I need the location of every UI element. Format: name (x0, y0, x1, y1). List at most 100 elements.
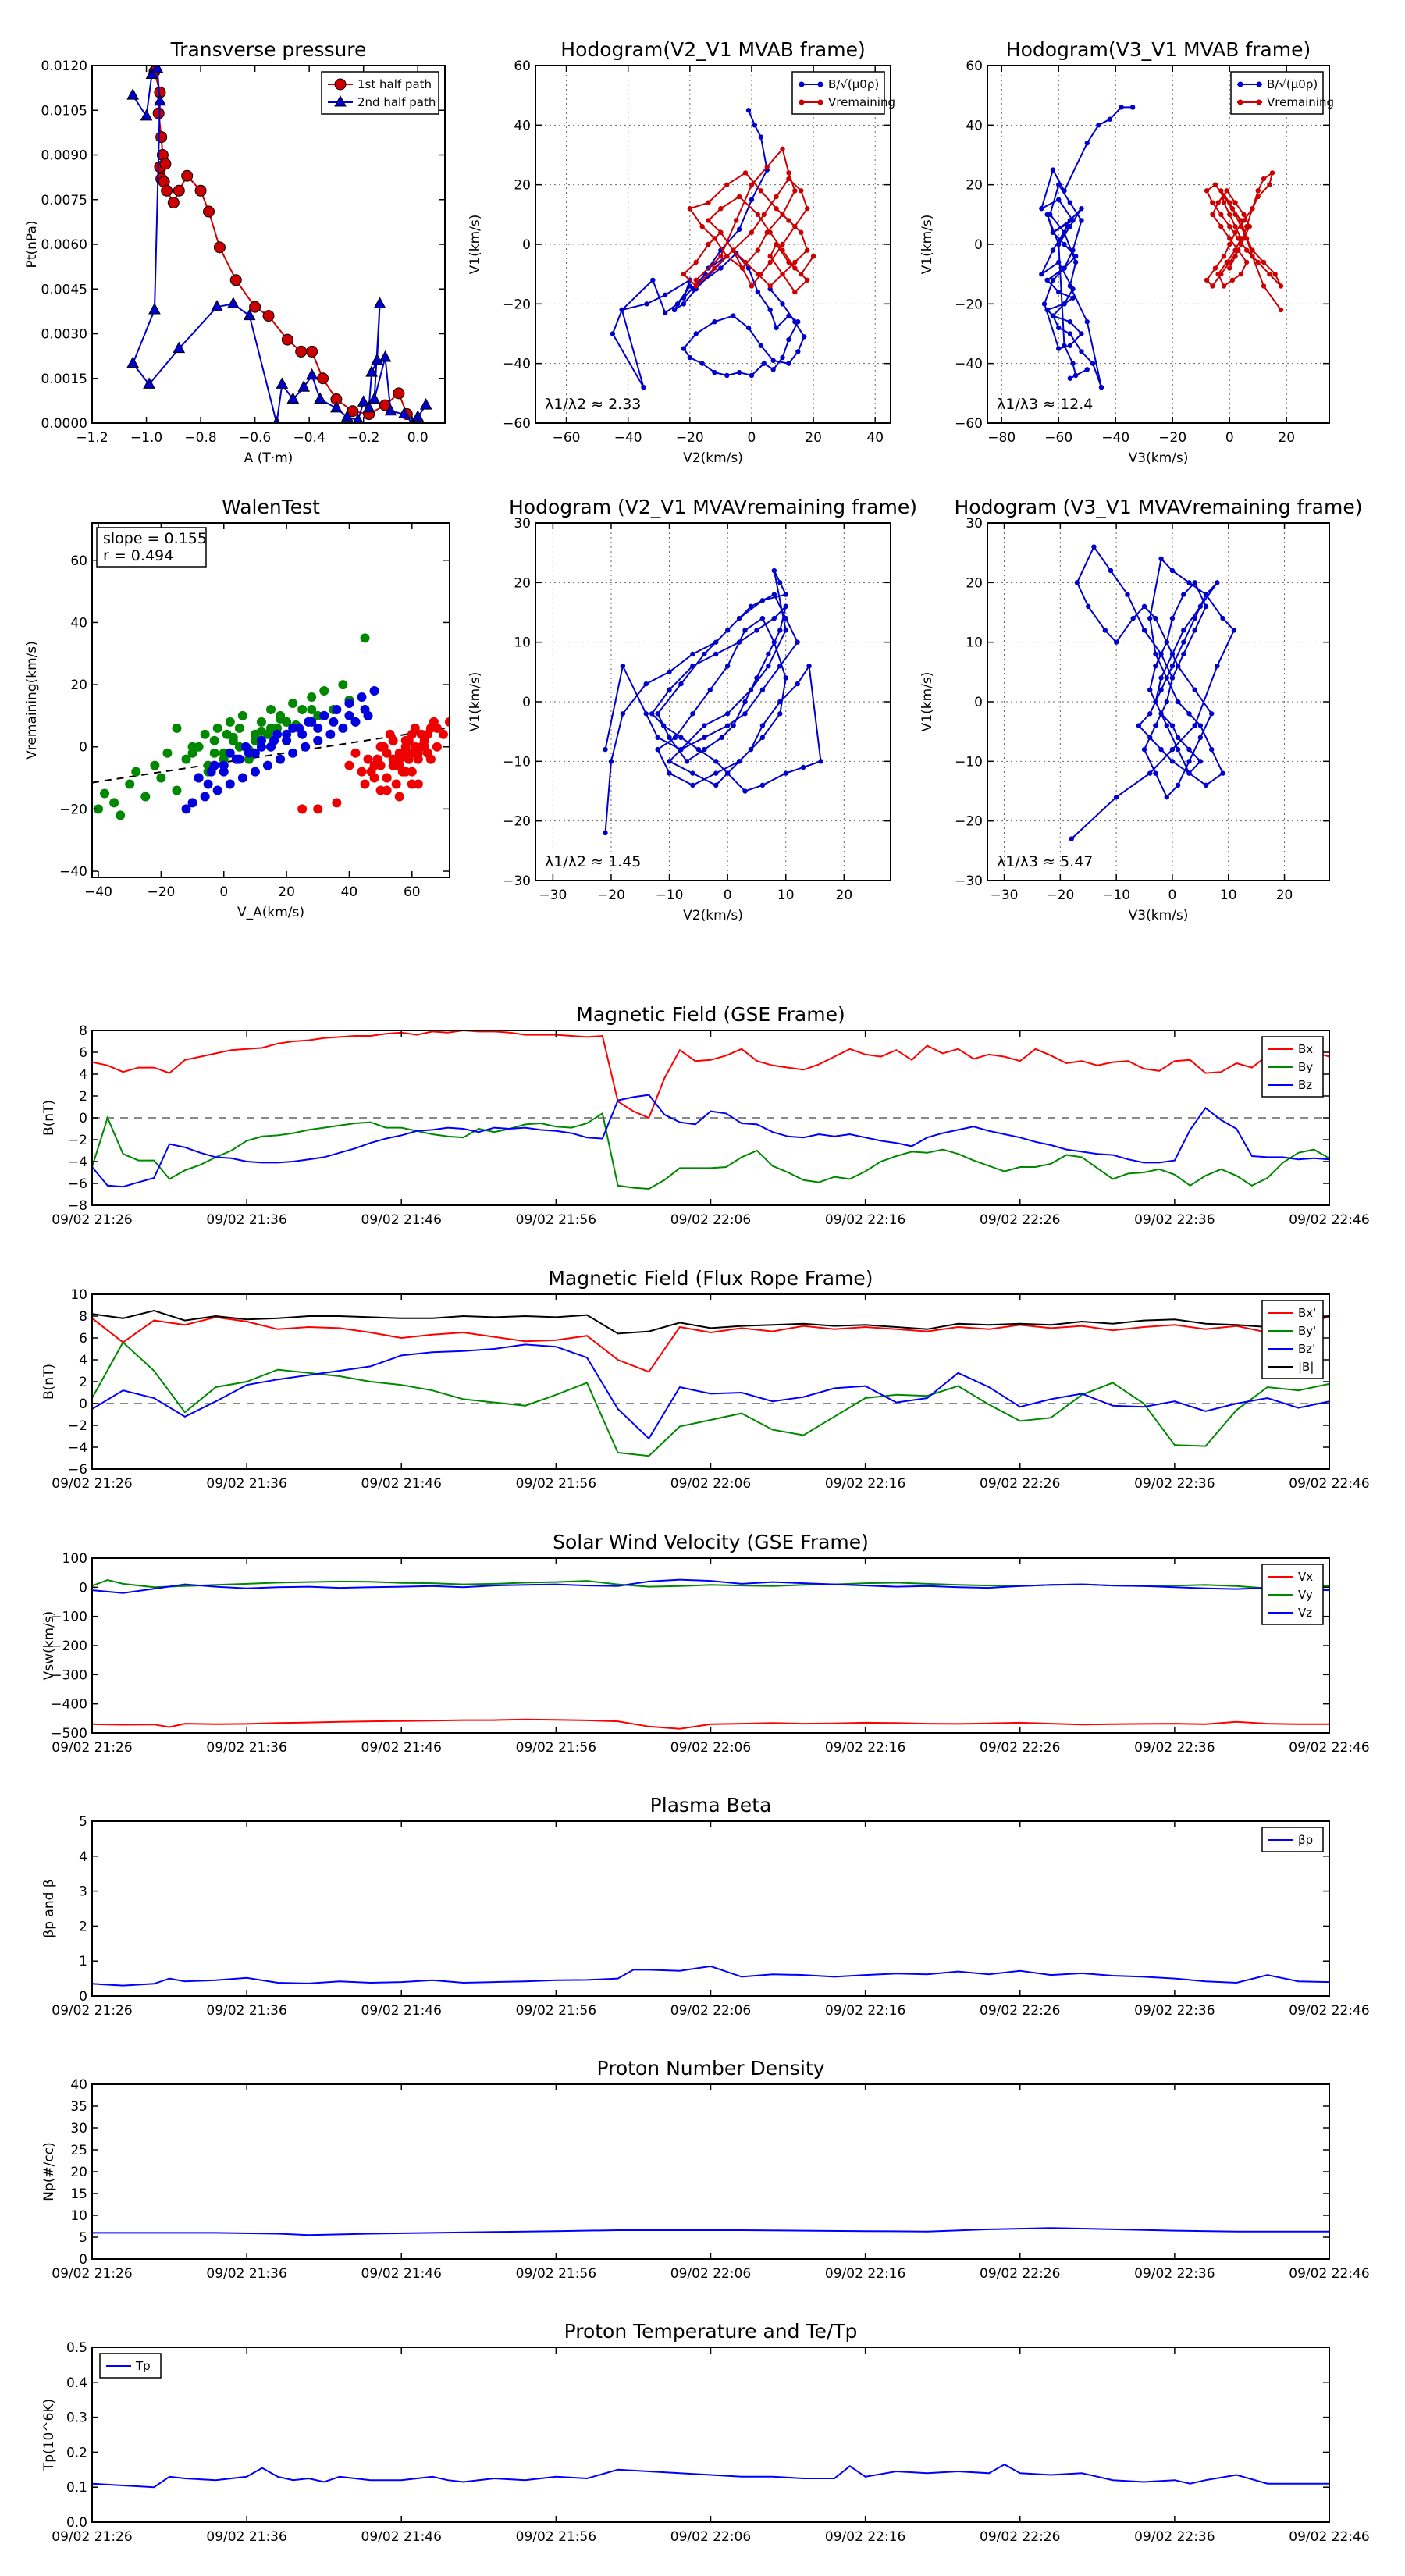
data-point (140, 792, 151, 802)
data-point (802, 334, 807, 340)
y-tick-label: 20 (966, 575, 983, 591)
legend-label: Vremaining (1267, 95, 1334, 109)
data-point (1164, 675, 1169, 681)
data-point (1048, 212, 1053, 218)
data-point (237, 773, 247, 783)
data-point (1107, 116, 1113, 122)
data-point (1175, 782, 1181, 788)
data-point (693, 283, 699, 289)
y-tick-label: 40 (966, 118, 983, 133)
data-point (786, 336, 791, 343)
data-point (1067, 218, 1073, 223)
data-point (799, 271, 804, 277)
data-point (662, 310, 668, 315)
x-tick-label: 40 (341, 884, 358, 900)
data-point (369, 686, 379, 696)
series-line-Bx (92, 1030, 1329, 1119)
data-point (256, 717, 266, 727)
x-tick-label: 09/02 22:36 (1134, 1476, 1215, 1492)
x-tick-label: 09/02 22:26 (980, 2266, 1060, 2282)
data-point (167, 197, 180, 209)
data-point (1221, 283, 1227, 289)
data-point (225, 748, 235, 758)
data-point (1158, 675, 1164, 681)
data-point (786, 259, 791, 265)
y-tick-label: 0 (79, 1397, 87, 1412)
data-point (620, 664, 626, 669)
x-tick-label: 09/02 21:26 (52, 1212, 132, 1228)
x-tick-label: 20 (1278, 430, 1295, 446)
data-point (786, 176, 791, 182)
data-point (1141, 746, 1147, 753)
legend-box (791, 71, 885, 115)
data-point (1243, 259, 1250, 265)
data-point (181, 754, 191, 764)
data-point (713, 770, 719, 776)
data-point (319, 710, 329, 720)
data-point (786, 218, 791, 223)
data-point (161, 184, 173, 197)
data-point (780, 271, 785, 277)
y-tick-label: 5 (79, 1814, 87, 1830)
data-point (1158, 556, 1164, 561)
data-point (276, 377, 289, 389)
y-tick-label: 10 (514, 635, 531, 651)
data-point (702, 723, 707, 728)
y-tick-label: 10 (70, 1287, 87, 1303)
data-point (1175, 664, 1181, 669)
data-point (806, 664, 812, 669)
data-point (1186, 759, 1192, 764)
data-point (660, 723, 667, 728)
data-point (219, 767, 229, 777)
data-point (1204, 188, 1210, 194)
x-tick-label: 20 (1276, 888, 1293, 903)
data-point (699, 223, 705, 229)
data-point (681, 346, 687, 351)
data-point (1164, 639, 1169, 645)
data-point (610, 331, 616, 336)
data-point (1158, 687, 1164, 692)
data-point (693, 331, 699, 336)
y-tick-label: −30 (503, 873, 531, 889)
data-point (718, 265, 724, 271)
y-tick-label: −2 (68, 1133, 87, 1148)
data-point (1091, 544, 1097, 550)
data-point (702, 746, 707, 753)
data-point (1070, 295, 1076, 301)
legend-marker (817, 99, 823, 105)
data-point (713, 759, 719, 764)
x-tick-label: 09/02 22:36 (1134, 1212, 1215, 1228)
data-point (1169, 651, 1176, 657)
data-point (758, 188, 764, 194)
y-axis-label: Vremaining(km/s) (24, 641, 40, 760)
data-point (767, 283, 773, 289)
data-point (1231, 628, 1237, 633)
x-tick-label: 09/02 22:46 (1289, 1212, 1369, 1228)
data-point (702, 735, 707, 740)
series-line-βp (92, 1965, 1329, 1987)
data-point (724, 254, 730, 259)
x-tick-label: 09/02 21:36 (206, 2266, 286, 2282)
x-tick-label: −0.8 (184, 430, 216, 446)
data-point (344, 710, 354, 720)
data-point (225, 779, 235, 789)
data-point (362, 400, 375, 413)
data-point (1192, 580, 1197, 585)
x-tick-label: 09/02 21:56 (516, 2529, 596, 2545)
data-point (1067, 331, 1073, 336)
data-point (792, 265, 798, 271)
x-tick-label: 09/02 22:46 (1289, 2266, 1369, 2282)
data-point (777, 699, 783, 705)
series-line-Bx' (92, 1316, 1329, 1373)
data-point (795, 639, 800, 645)
y-tick-label: −100 (51, 1610, 87, 1625)
data-point (1227, 236, 1232, 241)
x-tick-label: −1.2 (76, 430, 108, 446)
data-point (724, 711, 731, 717)
data-point (1269, 170, 1275, 176)
data-point (1050, 247, 1056, 253)
data-point (1243, 236, 1250, 241)
data-point (209, 760, 219, 770)
data-point (187, 798, 197, 808)
x-tick-label: 09/02 21:46 (361, 2266, 442, 2282)
